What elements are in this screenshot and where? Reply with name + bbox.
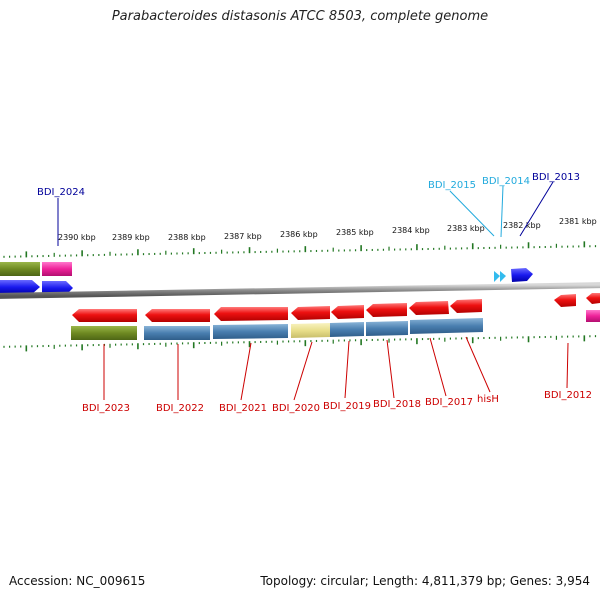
gene-label[interactable]: BDI_2013 [532,172,580,183]
gene-arrow-bdi2017[interactable] [409,301,449,315]
function-bar-steel[interactable] [366,321,408,336]
gene-feature-pink[interactable] [42,262,72,276]
inner-tick-marks [3,335,597,352]
gene-arrow-bdi2021[interactable] [214,307,288,321]
function-bar-steel[interactable] [330,322,364,337]
gene-feature-olive[interactable] [0,262,40,276]
function-bar-steel[interactable] [213,324,288,339]
gene-arrow-red-edge[interactable] [586,293,600,304]
gene-arrow-blue[interactable] [511,268,533,282]
gene-label[interactable]: BDI_2024 [37,187,85,198]
ruler-label: 2386 kbp [280,230,318,239]
ruler-label: 2382 kbp [503,221,541,230]
ruler-label: 2381 kbp [559,217,597,226]
gene-label[interactable]: hisH [477,394,499,405]
outer-strand-features[interactable] [0,262,533,295]
gene-arrow-blue[interactable] [42,281,73,295]
gene-label[interactable]: BDI_2017 [425,397,473,408]
outer-tick-marks [3,241,597,258]
gene-label[interactable]: BDI_2021 [219,403,267,414]
bottom-gene-labels: BDI_2023 BDI_2022 BDI_2021 BDI_2020 BDI_… [82,390,592,414]
ruler-labels: 2390 kbp 2389 kbp 2388 kbp 2387 kbp 2386… [58,217,597,242]
function-bars[interactable] [71,310,600,340]
ruler-label: 2384 kbp [392,226,430,235]
gene-label[interactable]: BDI_2023 [82,403,130,414]
gene-label[interactable]: BDI_2014 [482,176,530,187]
gene-arrow-blue[interactable] [0,280,40,294]
bottom-leader-lines [103,336,569,401]
top-leader-lines [57,181,554,246]
gene-arrow-bdi2012[interactable] [554,294,576,307]
function-bar-pink[interactable] [586,310,600,322]
gene-label[interactable]: BDI_2015 [428,180,476,191]
gene-label[interactable]: BDI_2018 [373,399,421,410]
gene-arrow-hish[interactable] [450,299,482,313]
genome-summary: Topology: circular; Length: 4,811,379 bp… [260,574,590,588]
ruler-label: 2388 kbp [168,233,206,242]
map-title: Parabacteroides distasonis ATCC 8503, co… [111,9,489,24]
gene-label[interactable]: BDI_2022 [156,403,204,414]
genome-backbone [0,282,600,299]
gene-arrow-bdi2018[interactable] [366,303,407,317]
ruler-label: 2383 kbp [447,224,485,233]
gene-arrow-bdi2023[interactable] [72,309,137,322]
gene-arrow-bdi2020[interactable] [291,306,330,320]
function-bar-steel[interactable] [410,318,483,334]
ruler-label: 2390 kbp [58,233,96,242]
gene-arrow-cyan[interactable] [500,271,506,282]
function-bar-steel[interactable] [144,326,210,340]
ruler-label: 2387 kbp [224,232,262,241]
function-bar-olive[interactable] [71,326,137,340]
reverse-strand-genes[interactable] [72,293,600,322]
function-bar-khaki[interactable] [291,323,330,338]
gene-label[interactable]: BDI_2020 [272,403,320,414]
ruler-label: 2389 kbp [112,233,150,242]
gene-arrow-bdi2022[interactable] [145,309,210,322]
ruler-label: 2385 kbp [336,228,374,237]
gene-label[interactable]: BDI_2019 [323,401,371,412]
gene-arrow-cyan[interactable] [494,271,500,282]
accession-text: Accession: NC_009615 [9,574,146,588]
gene-label[interactable]: BDI_2012 [544,390,592,401]
gene-arrow-bdi2019[interactable] [331,305,364,319]
top-gene-labels: BDI_2024 BDI_2015 BDI_2014 BDI_2013 [37,172,580,198]
